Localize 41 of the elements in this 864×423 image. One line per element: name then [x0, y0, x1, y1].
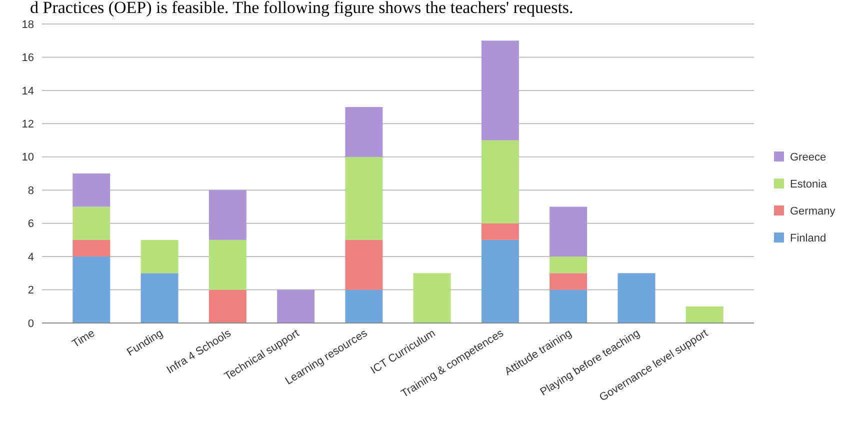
bar	[550, 273, 588, 290]
bar	[550, 206, 588, 257]
y-tick-label: 6	[28, 218, 34, 230]
y-tick-label: 4	[28, 251, 34, 264]
y-tick-label: 0	[28, 318, 34, 330]
bar	[481, 40, 519, 140]
text: d Practices (OEP) is feasible. The following figure shows the teachers' requests.	[30, 0, 574, 17]
bar	[618, 273, 656, 323]
bar	[345, 107, 383, 157]
bar	[413, 273, 451, 323]
legend-label: Finland	[790, 232, 826, 244]
bar	[481, 240, 519, 323]
bar	[208, 190, 246, 240]
y-tick-label: 2	[28, 284, 34, 297]
bar	[140, 240, 178, 274]
bar	[481, 223, 519, 240]
y-tick-label: 8	[28, 184, 34, 197]
bar	[345, 240, 383, 290]
x-tick-label: Time	[70, 327, 97, 350]
legend-label: Greece	[790, 152, 826, 164]
y-tick-label: 14	[22, 85, 34, 98]
bar	[550, 290, 588, 323]
y-tick-label: 10	[22, 152, 34, 164]
bar	[72, 256, 110, 323]
bar	[686, 306, 724, 323]
bar	[208, 290, 246, 323]
bar	[72, 174, 110, 207]
legend-label: Germany	[790, 206, 836, 218]
bar	[140, 273, 178, 323]
y-tick-label: 18	[22, 18, 34, 31]
bar	[208, 240, 246, 290]
y-tick-label: 16	[22, 52, 34, 64]
bar	[550, 256, 588, 274]
bar	[345, 156, 383, 240]
legend-label: Estonia	[790, 178, 828, 190]
bar	[345, 290, 383, 323]
bar	[481, 140, 519, 224]
bar	[72, 206, 110, 240]
bar	[277, 290, 315, 323]
y-tick-label: 12	[22, 118, 34, 131]
bar	[72, 240, 110, 257]
